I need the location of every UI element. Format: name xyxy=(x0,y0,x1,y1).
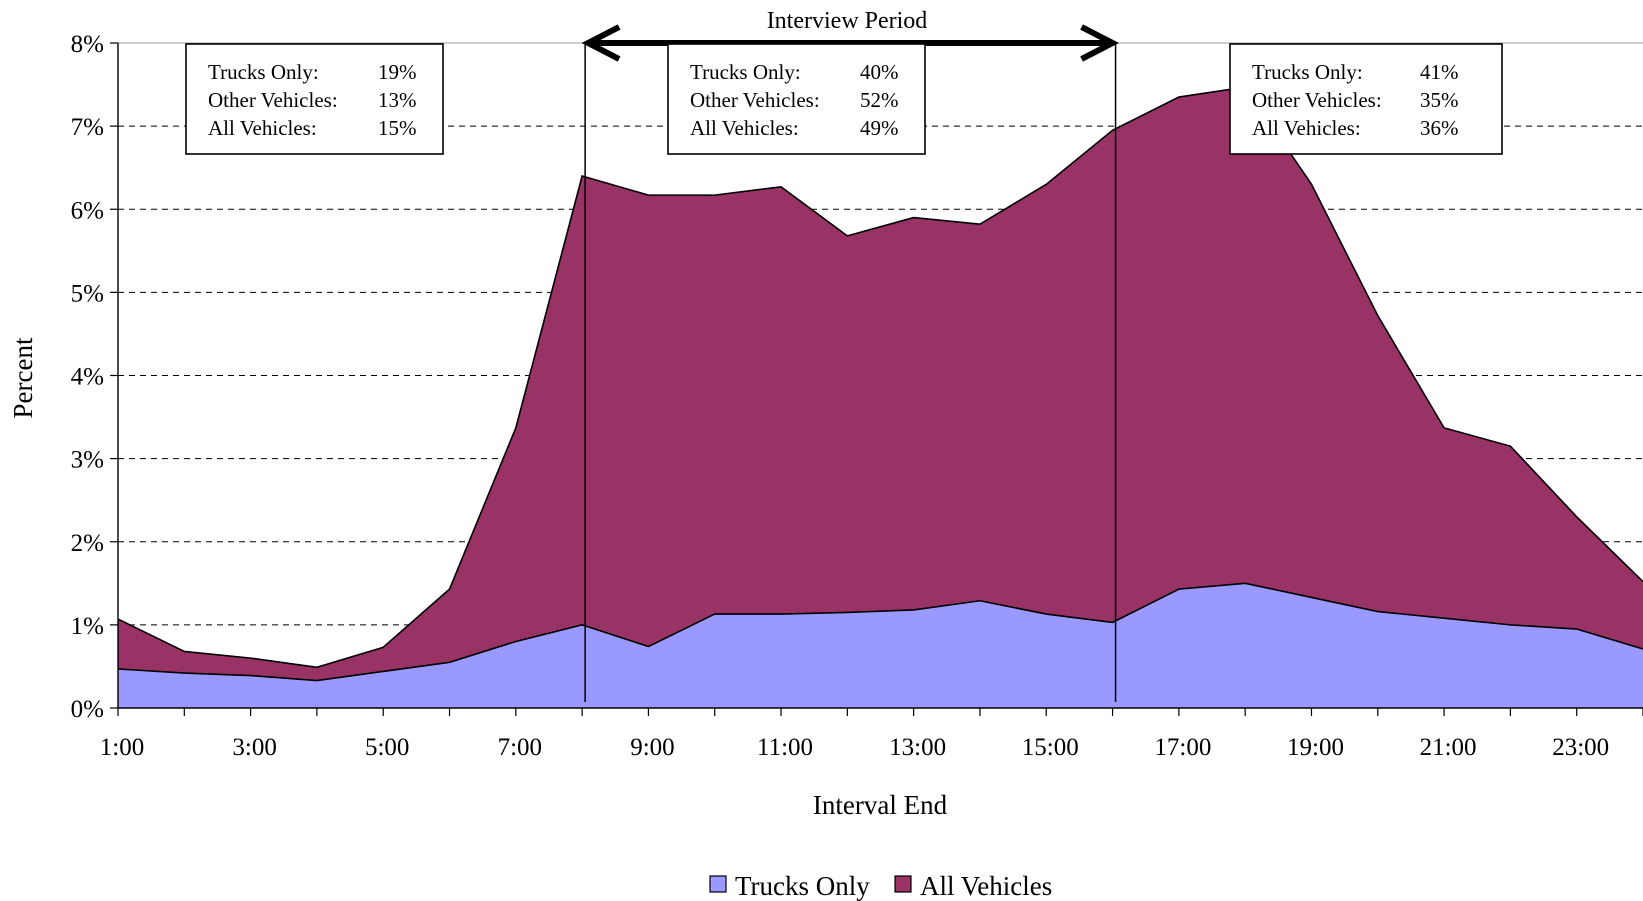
annotation-label: All Vehicles: xyxy=(1252,116,1361,140)
annotation-box-frame xyxy=(667,43,926,155)
x-tick-label: 13:00 xyxy=(889,734,946,761)
annotation-label: Trucks Only: xyxy=(690,60,801,84)
annotation-box-frame xyxy=(1229,43,1503,155)
legend-swatch xyxy=(894,875,912,893)
annotation-value: 41% xyxy=(1420,60,1459,84)
x-tick-label: 19:00 xyxy=(1287,734,1344,761)
y-tick-label: 8% xyxy=(71,31,104,58)
annotation-label: All Vehicles: xyxy=(690,116,799,140)
y-axis-title: Percent xyxy=(8,337,38,418)
x-tick-label: 1:00 xyxy=(100,734,144,761)
annotation-label: Other Vehicles: xyxy=(208,88,338,112)
trucks-only-area xyxy=(118,583,1643,708)
interview-period-label: Interview Period xyxy=(767,8,928,34)
y-tick-label: 0% xyxy=(71,696,104,723)
trucks-only-line xyxy=(117,582,1643,682)
legend: Trucks Only All Vehicles xyxy=(709,871,1052,901)
x-tick-label: 23:00 xyxy=(1552,734,1609,761)
x-tick-label: 7:00 xyxy=(498,734,542,761)
annotation-value: 52% xyxy=(860,88,899,112)
x-tick-label: 21:00 xyxy=(1420,734,1477,761)
annotation-value: 13% xyxy=(378,88,417,112)
y-tick-label: 3% xyxy=(71,447,104,474)
interview-period: Interview Period xyxy=(581,8,1120,702)
y-tick-label: 2% xyxy=(71,530,104,557)
data-areas xyxy=(117,86,1643,708)
annotation-box: Trucks Only: 40% Other Vehicles: 52% All Veh… xyxy=(667,43,926,155)
annotation-value: 35% xyxy=(1420,88,1459,112)
annotation-boxes: Trucks Only: 19% Other Vehicles: 13% All Veh… xyxy=(185,43,1503,155)
legend-label: All Vehicles xyxy=(920,871,1052,901)
annotation-label: Other Vehicles: xyxy=(1252,88,1382,112)
period-arrow-left-head xyxy=(581,24,621,62)
annotation-value: 15% xyxy=(378,116,417,140)
all-vehicles-line xyxy=(117,86,1643,669)
annotation-label: Trucks Only: xyxy=(208,60,319,84)
y-tick-label: 5% xyxy=(71,280,104,307)
annotation-label: Trucks Only: xyxy=(1252,60,1363,84)
y-tick-label: 7% xyxy=(71,114,104,141)
annotation-label: Other Vehicles: xyxy=(690,88,820,112)
legend-label: Trucks Only xyxy=(735,871,870,901)
annotation-box-frame xyxy=(185,43,444,155)
x-tick-label: 9:00 xyxy=(630,734,674,761)
x-tick-label: 5:00 xyxy=(365,734,409,761)
annotation-value: 36% xyxy=(1420,116,1459,140)
annotation-value: 40% xyxy=(860,60,899,84)
y-tick-label: 4% xyxy=(71,364,104,391)
annotation-box: Trucks Only: 19% Other Vehicles: 13% All Veh… xyxy=(185,43,444,155)
x-axis-title: Interval End xyxy=(813,790,948,820)
y-tick-label: 6% xyxy=(71,197,104,224)
annotation-label: All Vehicles: xyxy=(208,116,317,140)
all-vehicles-area xyxy=(118,87,1643,708)
annotation-value: 49% xyxy=(860,116,899,140)
x-tick-label: 3:00 xyxy=(232,734,276,761)
axes: Percent Interval End 0% 1% 2% 3% 4% 5% 6% 7% 8% 1… xyxy=(8,31,1643,820)
period-arrow-right-head xyxy=(1080,24,1120,62)
y-tick-label: 1% xyxy=(71,613,104,640)
x-tick-label: 11:00 xyxy=(757,734,813,761)
x-tick-label: 17:00 xyxy=(1154,734,1211,761)
annotation-value: 19% xyxy=(378,60,417,84)
annotation-box: Trucks Only: 41% Other Vehicles: 35% All Veh… xyxy=(1229,43,1503,155)
legend-swatch xyxy=(709,875,727,893)
x-tick-label: 15:00 xyxy=(1022,734,1079,761)
